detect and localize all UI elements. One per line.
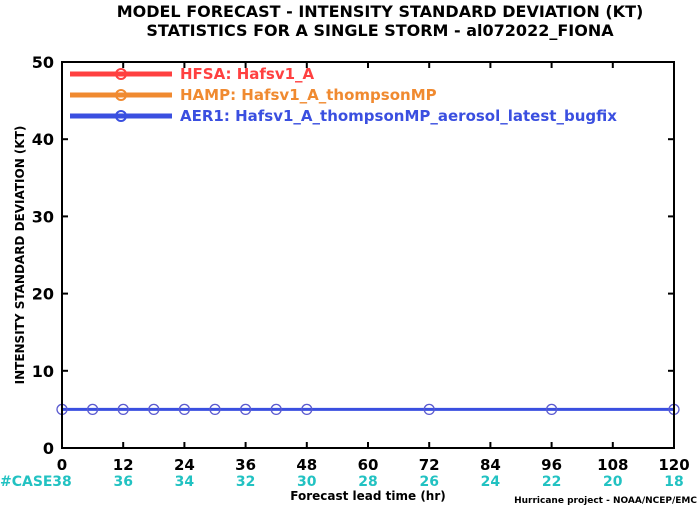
x-tick-label: 24 xyxy=(174,456,195,474)
case-count: 32 xyxy=(236,474,255,490)
case-label: #CASE xyxy=(0,474,53,490)
data-point xyxy=(423,403,435,416)
data-point xyxy=(117,403,129,416)
case-count: 38 xyxy=(52,474,71,490)
data-point xyxy=(209,403,221,416)
y-tick-label: 30 xyxy=(32,207,54,226)
x-axis-label: Forecast lead time (hr) xyxy=(290,489,446,503)
y-tick-label: 40 xyxy=(32,130,54,149)
x-tick-label: 36 xyxy=(235,456,256,474)
case-count: 28 xyxy=(358,474,377,490)
y-axis-label: INTENSITY STANDARD DEVIATION (KT) xyxy=(13,126,27,385)
data-point xyxy=(178,403,191,416)
case-count: 26 xyxy=(419,474,438,490)
legend-marker xyxy=(115,89,127,101)
case-count: 36 xyxy=(113,474,132,490)
case-count: 34 xyxy=(175,474,195,490)
chart-subtitle: STATISTICS FOR A SINGLE STORM - al072022… xyxy=(146,21,614,40)
footer-credit: Hurricane project - NOAA/NCEP/EMC xyxy=(514,496,697,506)
x-tick-label: 84 xyxy=(480,456,501,474)
y-axis-ticks: 0 10 20 30 40 50 xyxy=(32,53,674,458)
legend: HFSA: Hafsv1_A HAMP: Hafsv1_A_thompsonMP A… xyxy=(70,65,617,125)
data-point xyxy=(86,403,99,416)
data-point xyxy=(270,403,282,416)
y-tick-label: 50 xyxy=(32,53,54,72)
x-tick-label: 72 xyxy=(419,456,440,474)
y-tick-label: 10 xyxy=(32,362,54,381)
data-series xyxy=(56,403,680,416)
plot-frame xyxy=(61,61,675,449)
case-counts: #CASE 38 36 34 32 30 28 26 24 22 20 18 xyxy=(0,474,684,490)
x-tick-label: 108 xyxy=(597,456,628,474)
y-tick-label: 20 xyxy=(32,285,54,304)
data-point xyxy=(239,403,252,416)
data-point xyxy=(301,403,313,416)
legend-marker xyxy=(115,68,127,80)
case-count: 24 xyxy=(481,474,501,490)
x-tick-label: 60 xyxy=(358,456,379,474)
legend-marker xyxy=(115,110,127,122)
legend-entry: HAMP: Hafsv1_A_thompsonMP xyxy=(180,86,437,104)
x-tick-label: 120 xyxy=(658,456,689,474)
legend-entry: AER1: Hafsv1_A_thompsonMP_aerosol_latest… xyxy=(180,107,617,125)
chart-title: MODEL FORECAST - INTENSITY STANDARD DEVI… xyxy=(117,2,644,21)
x-tick-label: 96 xyxy=(541,456,562,474)
data-point xyxy=(148,403,160,416)
legend-entry: HFSA: Hafsv1_A xyxy=(180,65,315,83)
case-count: 18 xyxy=(664,474,683,490)
x-tick-label: 48 xyxy=(296,456,317,474)
case-count: 30 xyxy=(297,474,317,490)
case-count: 20 xyxy=(603,474,623,490)
x-tick-label: 12 xyxy=(113,456,134,474)
x-tick-label: 0 xyxy=(57,456,67,474)
data-point xyxy=(545,403,558,416)
y-tick-label: 0 xyxy=(43,439,54,458)
case-count: 22 xyxy=(542,474,561,490)
